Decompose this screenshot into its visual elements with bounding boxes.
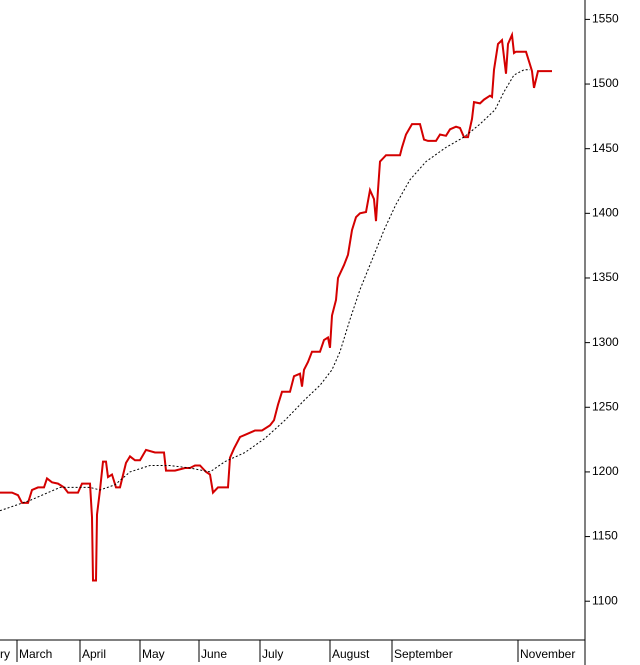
x-tick-label: August (332, 647, 370, 661)
x-tick-label: November (520, 647, 575, 661)
y-tick-label: 1550 (592, 12, 619, 26)
y-tick-label: 1250 (592, 399, 619, 413)
x-tick-label: May (142, 647, 165, 661)
series-line (0, 69, 530, 512)
x-tick-label: September (394, 647, 453, 661)
x-tick-label: ry (0, 647, 10, 661)
y-tick-label: 1350 (592, 270, 619, 284)
y-tick-label: 1450 (592, 141, 619, 155)
y-tick-label: 1100 (592, 593, 618, 607)
y-tick-label: 1400 (592, 206, 619, 220)
x-tick-label: March (19, 647, 52, 661)
y-tick-label: 1200 (592, 464, 619, 478)
x-tick-label: July (262, 647, 283, 661)
series-line (0, 31, 552, 582)
y-tick-label: 1150 (592, 529, 618, 543)
y-tick-label: 1500 (592, 76, 619, 90)
x-tick-label: April (82, 647, 106, 661)
y-tick-label: 1300 (592, 335, 619, 349)
x-tick-label: June (201, 647, 227, 661)
